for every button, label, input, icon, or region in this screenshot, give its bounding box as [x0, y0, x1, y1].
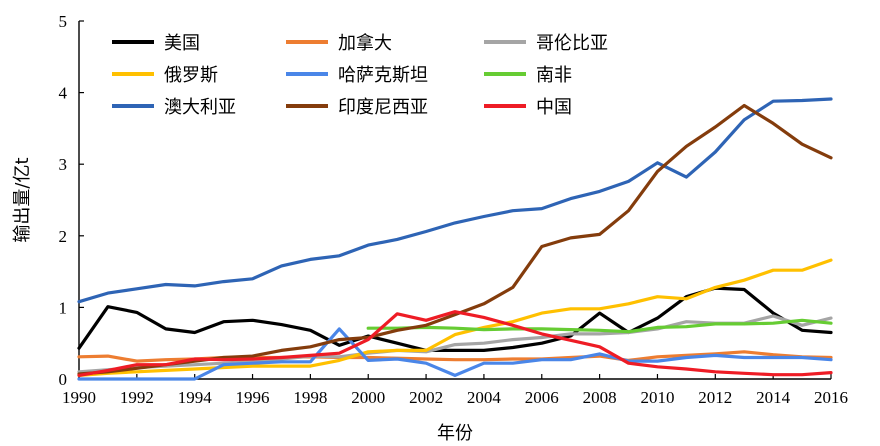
legend-label: 美国 [164, 33, 200, 54]
x-tick-label: 2000 [351, 388, 385, 407]
x-tick-label: 2012 [698, 388, 732, 407]
series-lines [77, 97, 833, 381]
series-line [77, 97, 833, 304]
x-tick-label: 2006 [525, 388, 559, 407]
series-line [77, 286, 833, 352]
y-tick-label: 1 [59, 298, 68, 317]
y-tick-label: 3 [59, 155, 68, 174]
axes [78, 21, 831, 380]
x-tick-label: 2016 [814, 388, 848, 407]
y-tick-label: 5 [59, 12, 68, 31]
legend-label: 加拿大 [338, 32, 392, 54]
legend-label: 俄罗斯 [164, 65, 218, 86]
y-tick-label: 2 [59, 227, 68, 246]
legend-label: 印度尼西亚 [338, 97, 428, 118]
x-tick-label: 2004 [467, 388, 502, 407]
legend-label: 哈萨克斯坦 [338, 65, 428, 86]
x-tick-label: 1990 [62, 388, 96, 407]
x-tick-label: 1992 [120, 388, 154, 407]
legend-label: 南非 [536, 65, 572, 86]
x-axis-label: 年份 [437, 423, 473, 444]
legend-label: 澳大利亚 [164, 97, 236, 118]
series-line [366, 318, 833, 334]
x-tick-label: 2008 [583, 388, 617, 407]
y-tick-label: 4 [59, 84, 68, 103]
y-axis-label: 输出量/亿t [12, 157, 33, 242]
series-line [77, 314, 833, 374]
x-tick-label: 1996 [236, 388, 270, 407]
legend-label: 哥伦比亚 [536, 33, 608, 54]
x-ticks: 1990 1992 1994 1996 1998 2000 2002 2004 2006 2008… [62, 374, 848, 407]
y-ticks: 0 1 2 3 4 5 [59, 12, 84, 389]
x-tick-label: 2002 [409, 388, 443, 407]
series-line [77, 258, 833, 377]
series-line [77, 327, 833, 381]
x-tick-label: 1998 [293, 388, 327, 407]
x-tick-label: 2014 [756, 388, 791, 407]
x-tick-label: 1994 [178, 388, 213, 407]
y-tick-label: 0 [59, 370, 68, 389]
legend-label: 中国 [536, 97, 572, 118]
x-tick-label: 2010 [640, 388, 674, 407]
series-line [77, 310, 833, 377]
